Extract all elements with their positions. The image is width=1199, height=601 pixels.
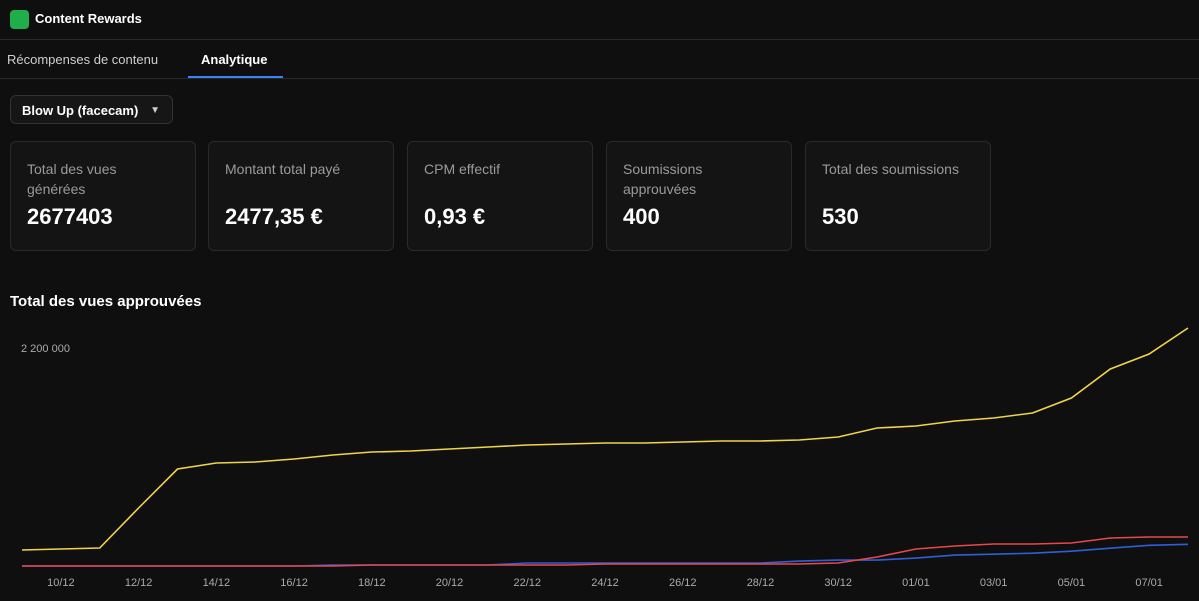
app-title: Content Rewards (35, 11, 142, 26)
x-tick-label: 14/12 (203, 577, 231, 589)
x-tick-label: 05/01 (1058, 577, 1086, 589)
x-tick-label: 26/12 (669, 577, 697, 589)
chart-title: Total des vues approuvées (10, 293, 201, 310)
x-tick-label: 12/12 (125, 577, 153, 589)
x-tick-label: 18/12 (358, 577, 386, 589)
tab-active[interactable]: Analytique (201, 52, 268, 67)
stat-label: Soumissions approuvées (623, 161, 703, 197)
tab[interactable]: Récompenses de contenu (7, 52, 159, 67)
x-tick-label: 07/01 (1135, 577, 1163, 589)
app-icon (10, 10, 29, 29)
header: Content Rewards (0, 0, 1199, 40)
stat-card: Montant total payé 2477,35 € (208, 141, 394, 251)
stat-card: Soumissions approuvées 400 (606, 141, 792, 251)
stat-label: Total des vues générées (27, 161, 117, 197)
stat-value: 0,93 € (424, 204, 486, 229)
dropdown-label: Blow Up (facecam) (22, 103, 139, 118)
dropdown[interactable]: Blow Up (facecam) ▼ (10, 95, 173, 124)
chart: Total des vues approuvées 2 200 000 10/12… (10, 293, 1189, 589)
chevron: ▼ (150, 105, 160, 116)
x-tick-label: 28/12 (747, 577, 775, 589)
stat-label: CPM effectif (424, 161, 500, 177)
x-tick-label: 30/12 (824, 577, 852, 589)
stat-label: Total des soumissions (822, 161, 959, 177)
y-tick-label: 2 200 000 (21, 343, 70, 355)
x-tick-label: 16/12 (280, 577, 308, 589)
tabs: Récompenses de contenu Analytique (0, 40, 1199, 79)
tab-underline (188, 76, 283, 78)
x-tick-label: 03/01 (980, 577, 1008, 589)
x-tick-label: 10/12 (47, 577, 75, 589)
stat-value: 400 (623, 204, 660, 229)
stat-value: 2477,35 € (225, 204, 323, 229)
stat-card: CPM effectif 0,93 € (407, 141, 593, 251)
series-line (22, 536, 1188, 567)
x-tick-label: 01/01 (902, 577, 930, 589)
stat-value: 2677403 (27, 204, 113, 229)
x-tick-label: 22/12 (514, 577, 542, 589)
stat-label: Montant total payé (225, 161, 341, 177)
x-tick-label: 20/12 (436, 577, 464, 589)
series-line (21, 327, 1189, 551)
stat-card: Total des soumissions 530 (805, 141, 991, 251)
stat-value: 530 (822, 204, 859, 229)
series-line (22, 543, 1189, 567)
x-tick-label: 24/12 (591, 577, 619, 589)
stat-card: Total des vues générées 2677403 (10, 141, 196, 251)
